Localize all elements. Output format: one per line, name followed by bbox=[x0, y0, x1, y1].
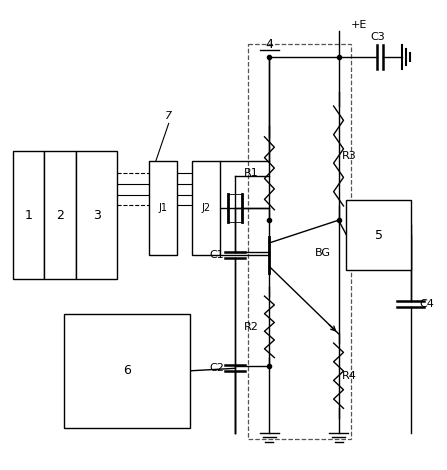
Text: R2: R2 bbox=[244, 322, 259, 332]
Text: C4: C4 bbox=[419, 299, 434, 309]
Text: R3: R3 bbox=[342, 151, 356, 161]
Text: C1: C1 bbox=[210, 250, 224, 260]
Bar bbox=[13, 151, 44, 280]
Text: 7: 7 bbox=[165, 111, 172, 121]
Text: 3: 3 bbox=[93, 209, 101, 222]
Bar bbox=[346, 200, 411, 270]
Bar bbox=[248, 44, 351, 439]
Bar bbox=[44, 151, 76, 280]
Bar bbox=[64, 314, 190, 428]
Text: 5: 5 bbox=[375, 228, 383, 242]
Text: 6: 6 bbox=[123, 364, 131, 377]
Text: C3: C3 bbox=[371, 32, 385, 42]
Text: +E: +E bbox=[350, 20, 367, 30]
Text: R1: R1 bbox=[244, 168, 259, 178]
Text: C2: C2 bbox=[210, 363, 224, 373]
Text: J1: J1 bbox=[158, 203, 167, 213]
Bar bbox=[76, 151, 117, 280]
Text: 1: 1 bbox=[25, 209, 32, 222]
Text: 4: 4 bbox=[266, 38, 274, 51]
Bar bbox=[192, 161, 220, 255]
Text: J2: J2 bbox=[202, 203, 211, 213]
Text: 2: 2 bbox=[56, 209, 64, 222]
Text: BG: BG bbox=[315, 248, 331, 258]
Bar bbox=[149, 161, 177, 255]
Text: R4: R4 bbox=[342, 371, 356, 381]
